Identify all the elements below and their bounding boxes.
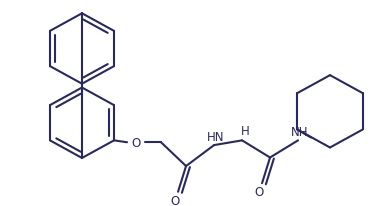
Text: H: H — [241, 125, 249, 138]
Text: O: O — [132, 136, 141, 149]
Text: HN: HN — [207, 130, 225, 143]
Text: O: O — [255, 185, 264, 198]
Text: O: O — [170, 194, 180, 206]
Text: NH: NH — [291, 126, 309, 139]
